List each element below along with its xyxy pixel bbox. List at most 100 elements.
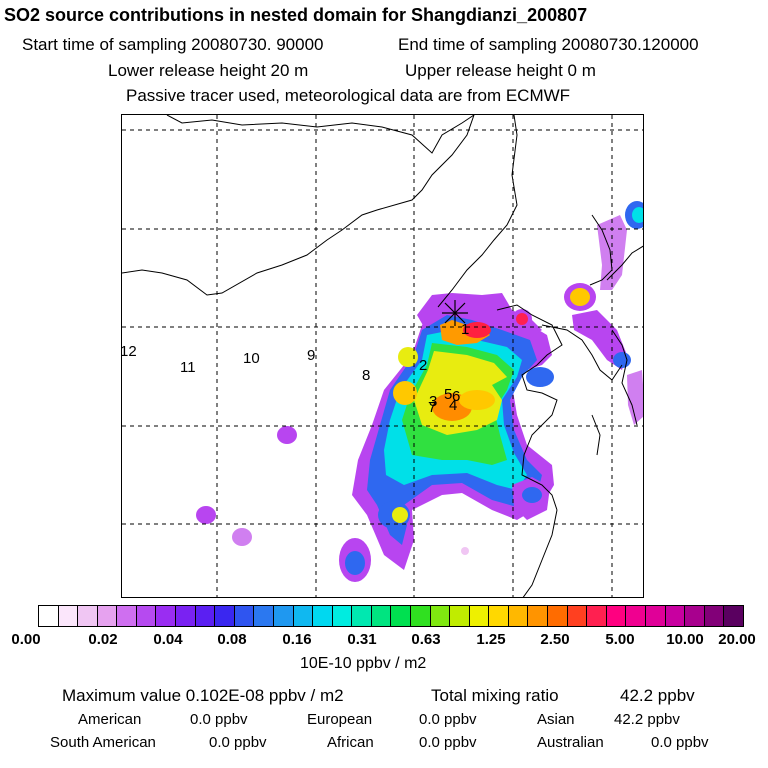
tick-label: 10.00 bbox=[666, 631, 704, 648]
tick-label: 0.63 bbox=[411, 631, 441, 648]
color-scale-cell bbox=[39, 606, 58, 626]
blob-east-mid bbox=[526, 367, 554, 387]
australian-value: 0.0 ppbv bbox=[651, 734, 709, 751]
upper-release-height-text: Upper release height 0 m bbox=[405, 61, 596, 80]
coast-se bbox=[591, 414, 601, 456]
color-scale-cell bbox=[116, 606, 136, 626]
source-label-11: 11 bbox=[180, 359, 196, 376]
station-asterisk-icon bbox=[442, 300, 468, 326]
concentration-field bbox=[196, 201, 643, 582]
end-time-text: End time of sampling 20080730.120000 bbox=[398, 35, 699, 54]
blob-sw-2 bbox=[196, 506, 216, 524]
color-scale-cell bbox=[272, 606, 293, 626]
tick-label: 0.02 bbox=[88, 631, 118, 648]
european-label: European bbox=[307, 711, 373, 728]
color-scale-cell bbox=[723, 606, 743, 626]
color-scale-bar bbox=[38, 605, 744, 627]
color-scale-cell bbox=[644, 606, 665, 626]
blob-se-core bbox=[522, 487, 542, 503]
color-scale-cell bbox=[625, 606, 645, 626]
african-label: African bbox=[327, 734, 374, 751]
color-scale-cell bbox=[390, 606, 410, 626]
asian-label: Asian bbox=[537, 711, 575, 728]
blob-ne-core bbox=[570, 288, 590, 306]
tick-label: 0.16 bbox=[282, 631, 312, 648]
source-label-12: 12 bbox=[121, 343, 137, 360]
color-scale-cell bbox=[233, 606, 254, 626]
color-scale-cell bbox=[527, 606, 548, 626]
blob-s-2-core bbox=[392, 507, 408, 523]
color-scale-cell bbox=[370, 606, 391, 626]
blob-dot bbox=[461, 547, 469, 555]
color-scale-cell bbox=[77, 606, 97, 626]
color-scale-cell bbox=[351, 606, 371, 626]
tick-label: 20.00 bbox=[718, 631, 756, 648]
color-scale-cell bbox=[449, 606, 469, 626]
color-scale-cell bbox=[605, 606, 626, 626]
border-ne2 bbox=[606, 245, 643, 281]
plume-core-west bbox=[393, 381, 417, 405]
coast-korea bbox=[611, 329, 638, 426]
border-inner bbox=[122, 115, 475, 296]
color-scale-units: 10E-10 ppbv / m2 bbox=[300, 655, 427, 672]
start-time-text: Start time of sampling 20080730. 90000 bbox=[22, 35, 324, 54]
border-north bbox=[166, 115, 475, 154]
color-scale-cell bbox=[175, 606, 195, 626]
coast-peninsula bbox=[541, 324, 623, 381]
color-scale-cell bbox=[57, 606, 78, 626]
blob-ne-edge-core bbox=[632, 207, 643, 223]
color-scale-cell bbox=[214, 606, 234, 626]
source-label-8: 8 bbox=[362, 367, 371, 384]
source-label-1: 1 bbox=[461, 321, 470, 338]
map-title: SO2 source contributions in nested domai… bbox=[4, 5, 588, 25]
color-scale-cell bbox=[547, 606, 567, 626]
total-mixing-value: 42.2 ppbv bbox=[620, 686, 695, 705]
border-ne bbox=[589, 214, 613, 286]
american-value: 0.0 ppbv bbox=[190, 711, 248, 728]
color-scale-cell bbox=[488, 606, 508, 626]
max-value-text: Maximum value 0.102E-08 ppbv / m2 bbox=[62, 686, 344, 705]
source-label-9: 9 bbox=[307, 347, 316, 364]
asian-value: 42.2 ppbv bbox=[614, 711, 680, 728]
source-label-10: 10 bbox=[243, 350, 260, 367]
blob-east-edge bbox=[627, 370, 643, 425]
color-scale-cell bbox=[566, 606, 587, 626]
american-label: American bbox=[78, 711, 142, 728]
source-label-4: 4 bbox=[449, 397, 458, 414]
hotspot-station bbox=[463, 322, 491, 338]
color-scale-cell bbox=[331, 606, 352, 626]
color-scale-cell bbox=[194, 606, 215, 626]
plume-core-nw bbox=[398, 347, 418, 367]
coast-south bbox=[522, 509, 558, 597]
color-scale-cell bbox=[135, 606, 156, 626]
color-scale-cell bbox=[507, 606, 528, 626]
source-label-3: 3 bbox=[429, 393, 438, 410]
color-scale-cell bbox=[586, 606, 606, 626]
source-label-6: 6 bbox=[452, 388, 461, 405]
color-scale-cell bbox=[684, 606, 704, 626]
color-scale-cell bbox=[429, 606, 450, 626]
south-american-value: 0.0 ppbv bbox=[209, 734, 267, 751]
blob-sw-3 bbox=[232, 528, 252, 546]
map-panel: 1 2 3 4 5 6 7 8 9 10 11 12 bbox=[121, 114, 644, 598]
tick-label: 0.04 bbox=[153, 631, 183, 648]
european-value: 0.0 ppbv bbox=[419, 711, 477, 728]
color-scale-cell bbox=[96, 606, 117, 626]
tracer-note-text: Passive tracer used, meteorological data… bbox=[126, 86, 571, 105]
source-label-5: 5 bbox=[444, 386, 453, 403]
color-scale-cell bbox=[253, 606, 273, 626]
tick-label: 2.50 bbox=[540, 631, 570, 648]
australian-label: Australian bbox=[537, 734, 604, 751]
color-scale-cell bbox=[155, 606, 176, 626]
hotspot-east-core bbox=[516, 313, 528, 325]
source-label-7: 7 bbox=[428, 399, 437, 416]
blob-sw-1 bbox=[277, 426, 297, 444]
lat-lon-grid bbox=[122, 115, 643, 597]
source-label-2: 2 bbox=[419, 357, 428, 374]
south-american-label: South American bbox=[50, 734, 156, 751]
color-scale-cell bbox=[468, 606, 489, 626]
total-mixing-label: Total mixing ratio bbox=[431, 686, 559, 705]
tick-label: 0.31 bbox=[347, 631, 377, 648]
border-east bbox=[437, 115, 518, 308]
plume-core-mid bbox=[459, 390, 495, 410]
